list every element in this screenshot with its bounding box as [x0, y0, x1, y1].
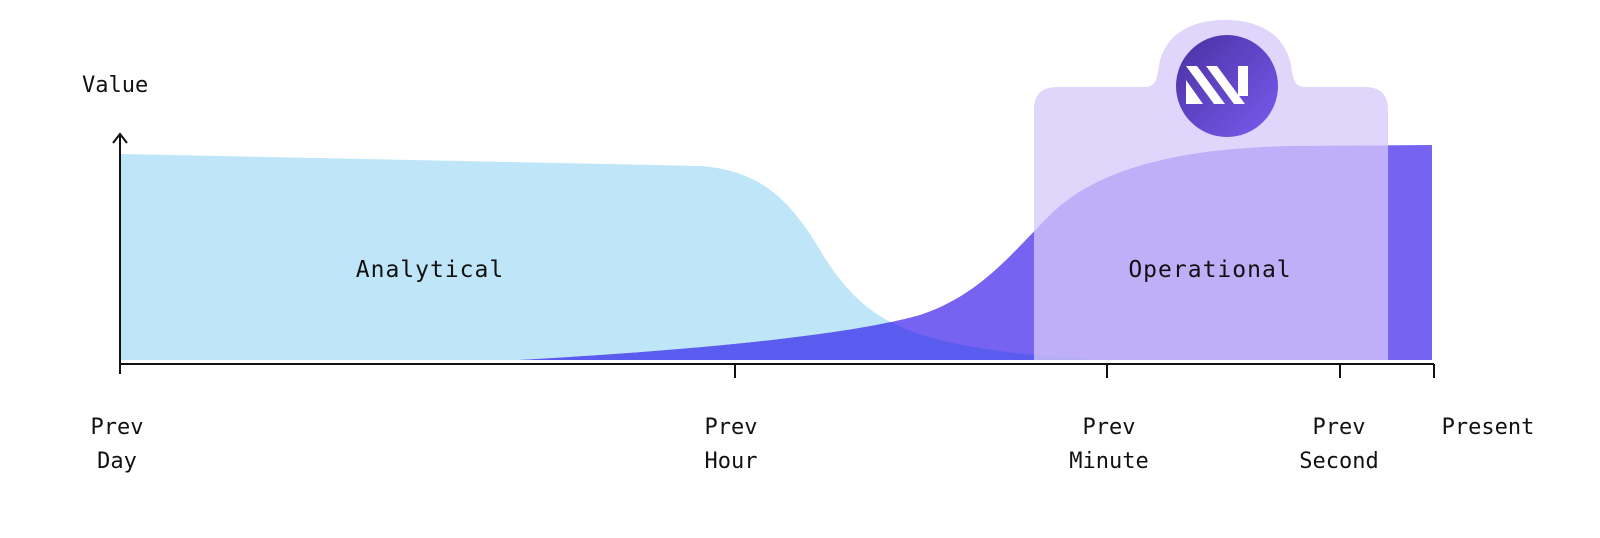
tick-label-prev-day-line1: Prev — [91, 415, 144, 440]
tick-label-prev-second-line1: Prev — [1313, 415, 1366, 440]
tick-label-prev-second-line2: Second — [1299, 449, 1378, 474]
tick-label-prev-day-line2: Day — [97, 449, 137, 474]
materialize-logo-icon — [1186, 66, 1248, 104]
tick-label-prev-hour-line1: Prev — [705, 415, 758, 440]
tick-label-prev-hour-line2: Hour — [705, 449, 758, 474]
operational-label: Operational — [1128, 257, 1291, 283]
tick-label-present: Present — [1442, 415, 1535, 440]
tick-label-prev-minute-line1: Prev — [1083, 415, 1136, 440]
analytical-area — [120, 154, 1110, 360]
operational-panel — [1034, 20, 1388, 360]
y-axis-label: Value — [82, 73, 148, 98]
y-axis-arrow — [112, 132, 128, 144]
tick-label-prev-minute-line2: Minute — [1069, 449, 1148, 474]
analytical-label: Analytical — [356, 257, 504, 283]
